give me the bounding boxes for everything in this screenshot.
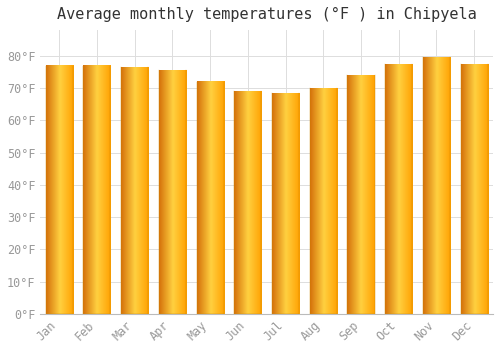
Title: Average monthly temperatures (°F ) in Chipyela: Average monthly temperatures (°F ) in Ch… [57, 7, 476, 22]
